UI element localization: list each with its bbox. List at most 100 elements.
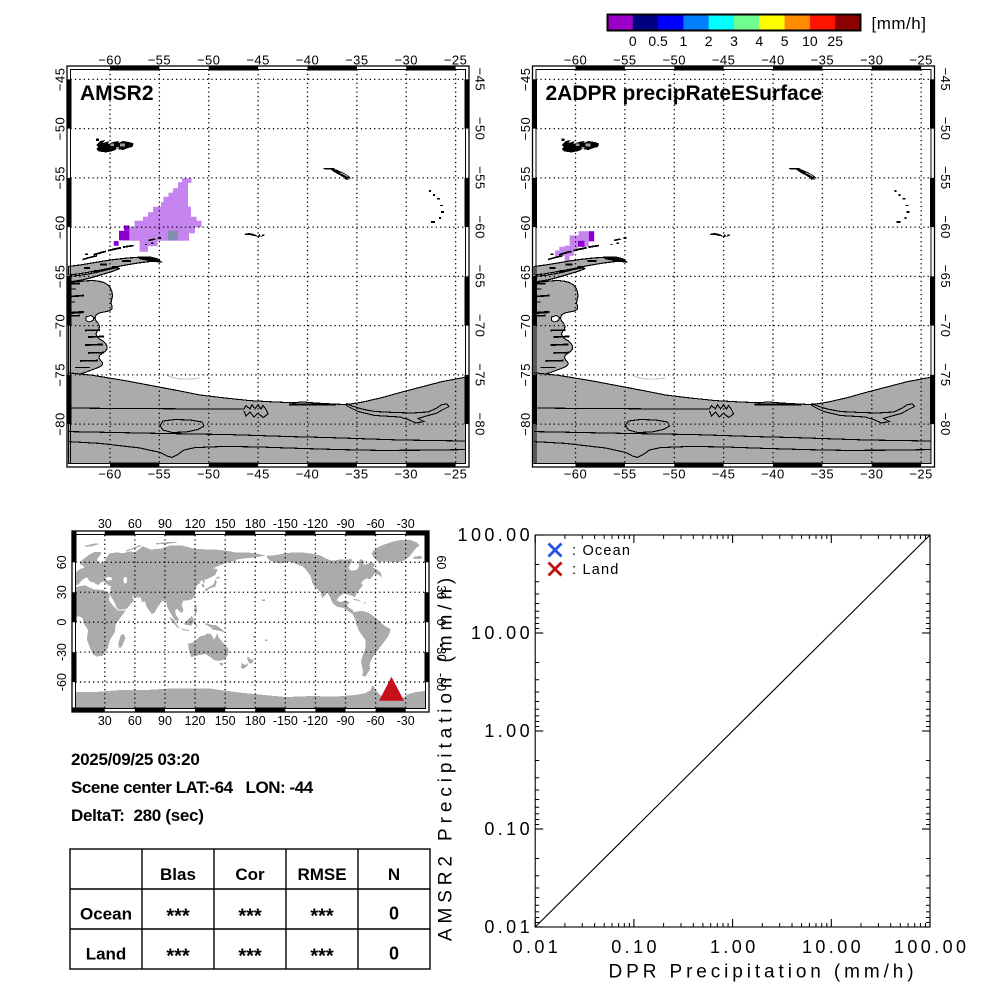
svg-text:-120: -120 bbox=[303, 517, 328, 531]
svg-text:−45: −45 bbox=[938, 68, 953, 92]
svg-text:−55: −55 bbox=[613, 467, 637, 482]
svg-text:5: 5 bbox=[781, 33, 789, 49]
svg-text:−70: −70 bbox=[938, 314, 953, 338]
svg-text:RMSE: RMSE bbox=[297, 865, 346, 884]
svg-text:−55: −55 bbox=[148, 53, 172, 68]
svg-text:−25: −25 bbox=[909, 467, 933, 482]
svg-text:Scene center LAT:-64 LON: -4: Scene center LAT:-64 LON: -44 bbox=[71, 778, 314, 797]
svg-text:−45: −45 bbox=[712, 467, 736, 482]
svg-text:DPR Precipitation (mm/h): DPR Precipitation (mm/h) bbox=[609, 962, 918, 983]
svg-text:120: 120 bbox=[185, 714, 206, 728]
svg-text:−80: −80 bbox=[938, 412, 953, 436]
svg-text:0.01: 0.01 bbox=[513, 937, 562, 957]
svg-text:−80: −80 bbox=[473, 412, 488, 436]
svg-text:N: N bbox=[388, 865, 400, 884]
svg-text:−50: −50 bbox=[473, 117, 488, 141]
svg-text:-120: -120 bbox=[303, 714, 328, 728]
svg-text:-90: -90 bbox=[336, 714, 354, 728]
svg-text:60: 60 bbox=[434, 555, 448, 569]
svg-text:AMSR2: AMSR2 bbox=[80, 82, 154, 105]
svg-text:***: *** bbox=[238, 946, 262, 968]
svg-text:100.00: 100.00 bbox=[894, 937, 969, 957]
svg-text:***: *** bbox=[238, 906, 262, 928]
svg-text:1.00: 1.00 bbox=[484, 721, 533, 741]
svg-text:4: 4 bbox=[755, 33, 763, 49]
svg-text:−55: −55 bbox=[148, 467, 172, 482]
svg-text:−60: −60 bbox=[518, 215, 533, 239]
svg-text:−50: −50 bbox=[518, 117, 533, 141]
svg-text:−70: −70 bbox=[473, 314, 488, 338]
svg-text:−75: −75 bbox=[473, 363, 488, 387]
svg-text:−55: −55 bbox=[53, 166, 68, 190]
svg-text:1: 1 bbox=[680, 33, 688, 49]
svg-text:-30: -30 bbox=[55, 643, 69, 661]
svg-text:−40: −40 bbox=[296, 467, 320, 482]
svg-text:−40: −40 bbox=[296, 53, 320, 68]
svg-text:DeltaT: 280 (sec): DeltaT: 280 (sec) bbox=[71, 806, 204, 825]
svg-text:−25: −25 bbox=[444, 53, 468, 68]
svg-text:−60: −60 bbox=[98, 53, 122, 68]
svg-text:-150: -150 bbox=[273, 517, 298, 531]
svg-text:0: 0 bbox=[55, 619, 69, 626]
svg-text:−30: −30 bbox=[394, 53, 418, 68]
svg-text:2: 2 bbox=[705, 33, 713, 49]
svg-text:−45: −45 bbox=[473, 68, 488, 92]
svg-text:−35: −35 bbox=[811, 53, 835, 68]
svg-text:−60: −60 bbox=[564, 467, 588, 482]
svg-text:−50: −50 bbox=[662, 467, 686, 482]
svg-text:−35: −35 bbox=[345, 53, 369, 68]
svg-text:−60: −60 bbox=[473, 215, 488, 239]
svg-text:60: 60 bbox=[128, 517, 142, 531]
svg-text:−55: −55 bbox=[938, 166, 953, 190]
svg-text:−25: −25 bbox=[909, 53, 933, 68]
svg-text:−55: −55 bbox=[473, 166, 488, 190]
svg-text:***: *** bbox=[166, 946, 190, 968]
svg-text:[mm/h]: [mm/h] bbox=[872, 14, 927, 33]
svg-text:0: 0 bbox=[389, 904, 399, 924]
svg-text:−45: −45 bbox=[53, 68, 68, 92]
svg-text:150: 150 bbox=[215, 714, 236, 728]
svg-text:−55: −55 bbox=[613, 53, 637, 68]
svg-text:Ocean: Ocean bbox=[80, 905, 132, 924]
svg-text:−80: −80 bbox=[53, 412, 68, 436]
svg-text:−75: −75 bbox=[53, 363, 68, 387]
svg-text:−30: −30 bbox=[860, 53, 884, 68]
svg-text:0.10: 0.10 bbox=[611, 937, 660, 957]
svg-text:180: 180 bbox=[245, 517, 266, 531]
svg-text:150: 150 bbox=[215, 517, 236, 531]
svg-text:−65: −65 bbox=[518, 265, 533, 289]
svg-text:***: *** bbox=[310, 906, 334, 928]
svg-text:30: 30 bbox=[55, 585, 69, 599]
svg-text:-90: -90 bbox=[336, 517, 354, 531]
svg-text:Blas: Blas bbox=[160, 865, 196, 884]
svg-text:100.00: 100.00 bbox=[458, 525, 533, 545]
svg-text:30: 30 bbox=[98, 714, 112, 728]
svg-text:10: 10 bbox=[802, 33, 818, 49]
svg-text:: Land: : Land bbox=[572, 562, 620, 578]
svg-text:−60: −60 bbox=[53, 215, 68, 239]
svg-text:30: 30 bbox=[98, 517, 112, 531]
svg-text:***: *** bbox=[310, 946, 334, 968]
svg-text:−50: −50 bbox=[938, 117, 953, 141]
svg-text:−50: −50 bbox=[197, 53, 221, 68]
svg-text:−50: −50 bbox=[53, 117, 68, 141]
svg-text:-60: -60 bbox=[367, 517, 385, 531]
svg-text:−45: −45 bbox=[246, 467, 270, 482]
svg-text:−60: −60 bbox=[98, 467, 122, 482]
svg-text:0.01: 0.01 bbox=[484, 917, 533, 937]
svg-text:−75: −75 bbox=[518, 363, 533, 387]
svg-text:−60: −60 bbox=[938, 215, 953, 239]
svg-text:90: 90 bbox=[158, 517, 172, 531]
svg-text:AMSR2 Precipitation (mm/h): AMSR2 Precipitation (mm/h) bbox=[436, 573, 457, 941]
svg-text:−70: −70 bbox=[518, 314, 533, 338]
svg-text:−25: −25 bbox=[444, 467, 468, 482]
svg-text:Cor: Cor bbox=[235, 865, 265, 884]
svg-text:−45: −45 bbox=[246, 53, 270, 68]
svg-text:−80: −80 bbox=[518, 412, 533, 436]
svg-text:-30: -30 bbox=[397, 517, 415, 531]
svg-text:−70: −70 bbox=[53, 314, 68, 338]
svg-text:−65: −65 bbox=[938, 265, 953, 289]
svg-text:−35: −35 bbox=[345, 467, 369, 482]
svg-text:−60: −60 bbox=[564, 53, 588, 68]
svg-text:1.00: 1.00 bbox=[710, 937, 759, 957]
